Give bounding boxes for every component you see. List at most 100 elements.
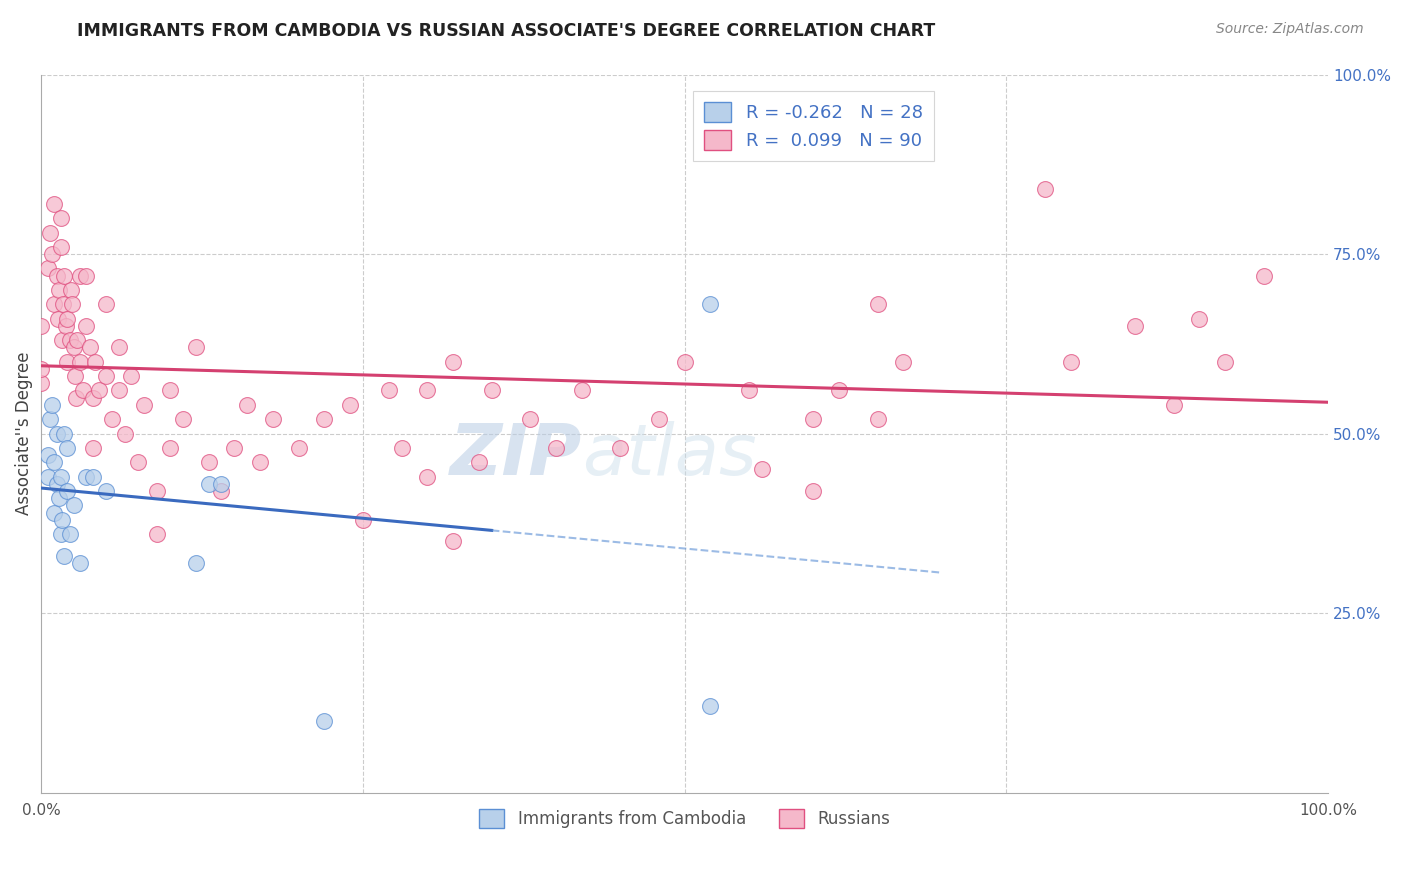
- Point: [45, 268, 67, 283]
- Point: [56, 355, 79, 369]
- Point: [211, 476, 233, 491]
- Point: [53, 268, 76, 283]
- Point: [184, 340, 207, 354]
- Point: [44, 297, 66, 311]
- Point: [866, 412, 889, 426]
- Point: [30, 318, 52, 333]
- Point: [159, 384, 181, 398]
- Text: ZIP: ZIP: [450, 421, 582, 490]
- Point: [673, 355, 696, 369]
- Point: [59, 283, 82, 297]
- Point: [1123, 318, 1146, 333]
- Point: [51, 333, 73, 347]
- Point: [37, 469, 59, 483]
- Point: [249, 455, 271, 469]
- Point: [82, 469, 104, 483]
- Point: [609, 441, 631, 455]
- Point: [114, 426, 136, 441]
- Point: [127, 455, 149, 469]
- Point: [738, 384, 761, 398]
- Point: [134, 398, 156, 412]
- Point: [544, 441, 567, 455]
- Point: [60, 297, 83, 311]
- Point: [314, 412, 336, 426]
- Point: [751, 462, 773, 476]
- Text: Source: ZipAtlas.com: Source: ZipAtlas.com: [1216, 22, 1364, 37]
- Point: [37, 448, 59, 462]
- Text: atlas: atlas: [582, 421, 756, 490]
- Point: [45, 476, 67, 491]
- Point: [1213, 355, 1236, 369]
- Point: [699, 297, 721, 311]
- Point: [197, 455, 219, 469]
- Point: [56, 311, 79, 326]
- Point: [48, 283, 70, 297]
- Point: [53, 426, 76, 441]
- Point: [146, 527, 169, 541]
- Point: [571, 384, 593, 398]
- Point: [866, 297, 889, 311]
- Point: [41, 398, 63, 412]
- Point: [49, 527, 72, 541]
- Point: [30, 362, 52, 376]
- Point: [94, 297, 117, 311]
- Point: [441, 534, 464, 549]
- Point: [1060, 355, 1083, 369]
- Point: [49, 469, 72, 483]
- Point: [72, 384, 94, 398]
- Point: [107, 340, 129, 354]
- Point: [82, 441, 104, 455]
- Point: [75, 318, 97, 333]
- Point: [1033, 182, 1056, 196]
- Point: [75, 268, 97, 283]
- Point: [172, 412, 194, 426]
- Point: [56, 441, 79, 455]
- Point: [65, 391, 87, 405]
- Point: [84, 355, 107, 369]
- Point: [69, 556, 91, 570]
- Text: IMMIGRANTS FROM CAMBODIA VS RUSSIAN ASSOCIATE'S DEGREE CORRELATION CHART: IMMIGRANTS FROM CAMBODIA VS RUSSIAN ASSO…: [77, 22, 935, 40]
- Point: [120, 369, 142, 384]
- Point: [45, 426, 67, 441]
- Point: [44, 506, 66, 520]
- Point: [262, 412, 284, 426]
- Point: [89, 384, 111, 398]
- Point: [101, 412, 124, 426]
- Point: [94, 369, 117, 384]
- Point: [416, 469, 439, 483]
- Point: [63, 369, 86, 384]
- Point: [39, 412, 62, 426]
- Point: [53, 549, 76, 563]
- Point: [1188, 311, 1211, 326]
- Point: [62, 340, 84, 354]
- Point: [378, 384, 401, 398]
- Point: [44, 455, 66, 469]
- Point: [1253, 268, 1275, 283]
- Point: [51, 513, 73, 527]
- Point: [66, 333, 89, 347]
- Point: [59, 527, 82, 541]
- Point: [46, 311, 69, 326]
- Point: [352, 513, 374, 527]
- Point: [468, 455, 491, 469]
- Point: [699, 699, 721, 714]
- Point: [184, 556, 207, 570]
- Point: [314, 714, 336, 728]
- Point: [59, 333, 82, 347]
- Point: [481, 384, 503, 398]
- Point: [62, 499, 84, 513]
- Point: [82, 391, 104, 405]
- Point: [803, 412, 825, 426]
- Point: [52, 297, 75, 311]
- Point: [391, 441, 413, 455]
- Point: [236, 398, 259, 412]
- Point: [49, 240, 72, 254]
- Point: [648, 412, 671, 426]
- Point: [287, 441, 309, 455]
- Point: [44, 196, 66, 211]
- Point: [69, 355, 91, 369]
- Point: [94, 483, 117, 498]
- Point: [37, 261, 59, 276]
- Point: [107, 384, 129, 398]
- Point: [339, 398, 361, 412]
